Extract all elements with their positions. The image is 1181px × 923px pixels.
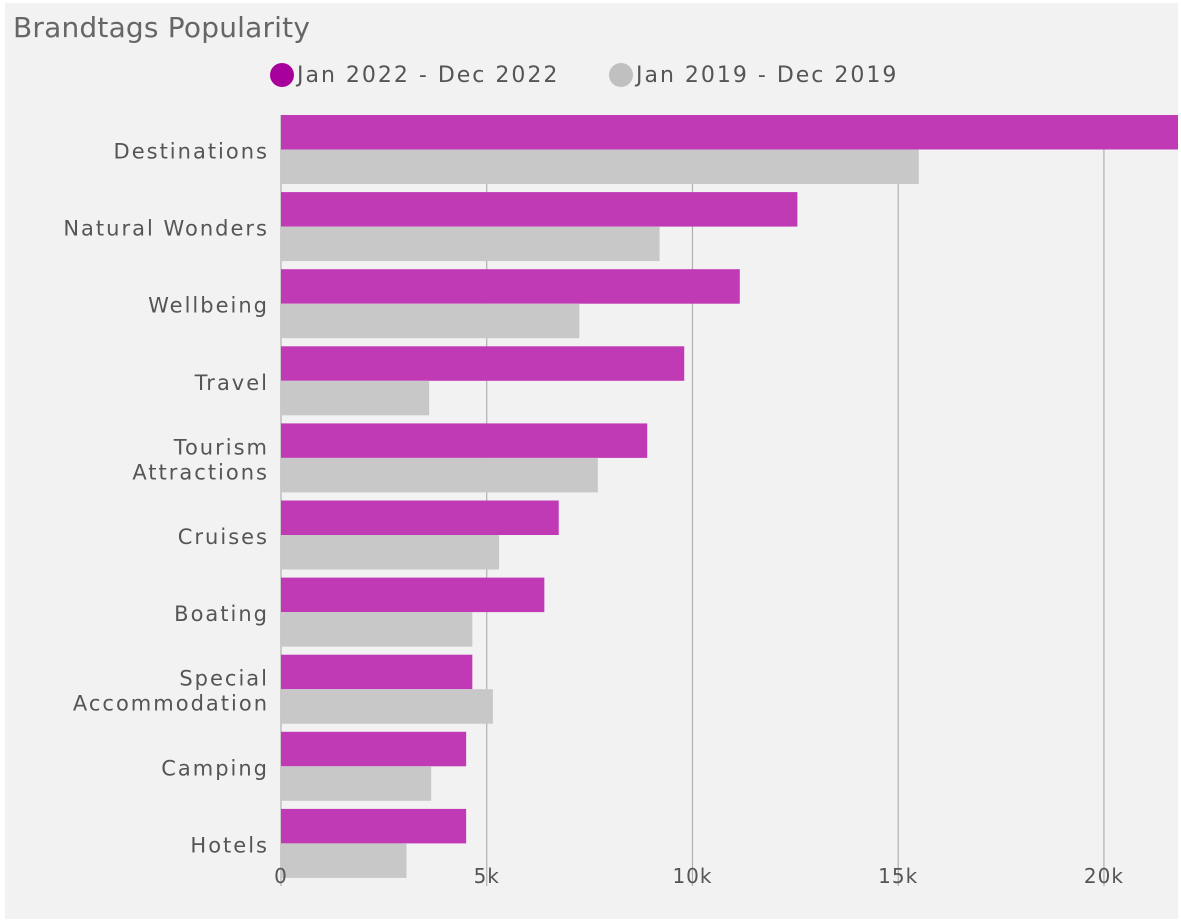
chart-title: Brandtags Popularity bbox=[13, 11, 311, 44]
x-tick-label-2: 10k bbox=[672, 864, 712, 888]
bar-2022-9[interactable] bbox=[281, 808, 467, 844]
legend-label-2019: Jan 2019 - Dec 2019 bbox=[636, 62, 899, 88]
bar-chart: Destinations Natural Wonders Wellbeing Trav… bbox=[63, 115, 1178, 888]
chart-legend: Jan 2022 - Dec 2022 Jan 2019 - Dec 2019 bbox=[5, 3, 1178, 143]
category-label-8: Camping bbox=[161, 756, 269, 780]
bar-2019-6[interactable] bbox=[281, 612, 473, 647]
bar-2022-8[interactable] bbox=[281, 731, 467, 767]
legend-item-2019[interactable]: Jan 2019 - Dec 2019 bbox=[609, 61, 898, 89]
bar-2019-7[interactable] bbox=[281, 689, 493, 724]
category-label-6: Boating bbox=[174, 602, 269, 626]
category-label-2: Wellbeing bbox=[148, 294, 269, 318]
bars bbox=[281, 115, 1178, 878]
x-tick-label-1: 5k bbox=[474, 864, 500, 888]
legend-label-2022: Jan 2022 - Dec 2022 bbox=[297, 62, 560, 88]
legend-marker-2022 bbox=[270, 63, 294, 87]
bar-2022-6[interactable] bbox=[281, 577, 545, 613]
bar-2022-1[interactable] bbox=[281, 192, 798, 227]
category-label-4: Tourism Attractions bbox=[132, 435, 269, 484]
legend-item-2022[interactable]: Jan 2022 - Dec 2022 bbox=[270, 61, 559, 89]
bar-2019-3[interactable] bbox=[281, 380, 430, 416]
bar-2019-5[interactable] bbox=[281, 535, 500, 570]
x-tick-label-4: 20k bbox=[1084, 864, 1124, 888]
category-labels: Destinations Natural Wonders Wellbeing Trav… bbox=[63, 140, 269, 858]
legend-marker-2019 bbox=[609, 63, 633, 87]
bar-2022-4[interactable] bbox=[281, 423, 648, 458]
x-axis-tick-labels: 0 5k 10k 15k 20k bbox=[274, 864, 1124, 888]
bar-2022-5[interactable] bbox=[281, 500, 559, 536]
bar-2022-3[interactable] bbox=[281, 346, 685, 381]
bar-2019-8[interactable] bbox=[281, 766, 432, 801]
bar-2019-9[interactable] bbox=[281, 843, 407, 878]
category-label-9: Hotels bbox=[190, 833, 269, 857]
category-label-3: Travel bbox=[194, 371, 269, 395]
x-tick-label-0: 0 bbox=[274, 864, 288, 888]
bar-2019-2[interactable] bbox=[281, 303, 580, 339]
bar-2019-4[interactable] bbox=[281, 457, 598, 493]
category-label-7: Special Accommodation bbox=[73, 667, 269, 716]
bar-2022-0[interactable] bbox=[281, 115, 1178, 150]
x-tick-label-3: 15k bbox=[878, 864, 918, 888]
category-label-0: Destinations bbox=[114, 140, 269, 164]
bar-2019-0[interactable] bbox=[281, 149, 919, 185]
category-label-5: Cruises bbox=[178, 525, 269, 549]
bar-2019-1[interactable] bbox=[281, 226, 660, 262]
chart-panel: Brandtags Popularity Jan 2022 - Dec 2022… bbox=[5, 3, 1178, 919]
bar-2022-2[interactable] bbox=[281, 269, 740, 304]
category-label-1: Natural Wonders bbox=[63, 217, 269, 241]
bar-2022-7[interactable] bbox=[281, 654, 473, 690]
